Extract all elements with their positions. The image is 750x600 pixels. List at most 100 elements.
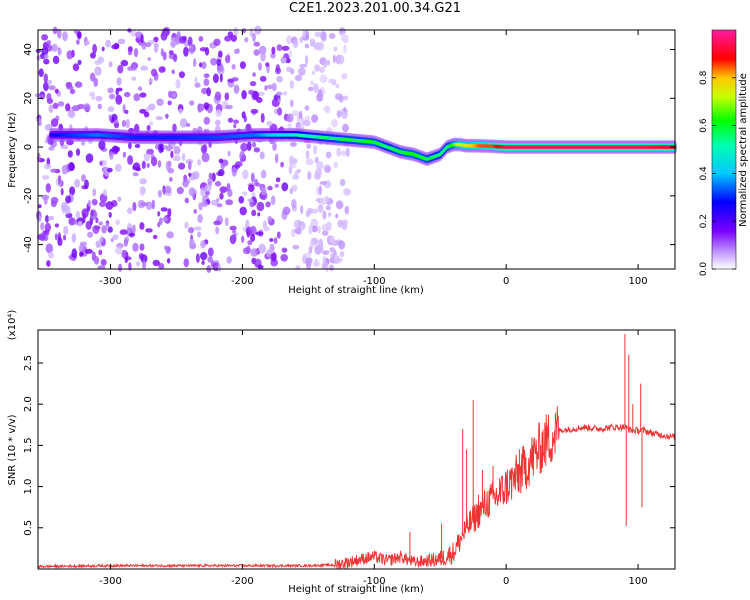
noise-speckle [188, 227, 195, 234]
noise-speckle [48, 252, 54, 259]
noise-speckle [76, 39, 80, 45]
noise-speckle [166, 258, 171, 264]
noise-speckle [57, 232, 62, 242]
noise-speckle [149, 121, 154, 126]
noise-speckle [311, 114, 319, 123]
spectrogram-y-ticks: -40 -20 0 20 40 [23, 43, 675, 253]
noise-speckle [45, 183, 51, 193]
noise-speckle [162, 51, 167, 61]
noise-speckle [57, 101, 65, 107]
noise-speckle [152, 259, 160, 267]
noise-speckle [317, 204, 324, 213]
noise-speckle [257, 212, 261, 217]
noise-speckle [329, 235, 336, 244]
noise-speckle [94, 66, 102, 76]
noise-speckle [325, 205, 331, 211]
noise-speckle [115, 88, 119, 96]
noise-speckle [304, 54, 309, 65]
noise-speckle [246, 245, 251, 255]
noise-speckle [225, 54, 231, 64]
noise-speckle [139, 108, 147, 114]
noise-speckle [224, 217, 229, 227]
noise-speckle [289, 80, 294, 89]
snr-y-ticks: 0.5 1.0 1.5 2.0 2.5 [23, 355, 675, 536]
noise-speckle [274, 183, 280, 188]
noise-speckle [77, 220, 83, 227]
noise-speckle [241, 235, 245, 243]
colorbar-tick-label: 0.8 [699, 70, 709, 85]
noise-speckle [128, 51, 133, 56]
noise-speckle [84, 179, 89, 190]
noise-speckle [138, 252, 144, 260]
noise-speckle [168, 50, 174, 56]
noise-speckle [116, 77, 122, 86]
noise-speckle [201, 87, 209, 95]
noise-speckle [318, 185, 322, 196]
noise-speckle [334, 93, 343, 101]
noise-speckle [217, 263, 222, 273]
noise-speckle [304, 115, 311, 121]
noise-speckle [166, 231, 174, 239]
y-tick-label: 2.5 [23, 355, 34, 371]
noise-speckle [313, 144, 318, 155]
noise-speckle [248, 184, 255, 192]
noise-speckle [197, 231, 202, 238]
noise-speckle [108, 211, 112, 218]
noise-speckle [101, 46, 105, 52]
snr-panel: -300 -200 -100 0 100 0.5 1.0 1.5 2.0 2.5 Height … [7, 310, 676, 595]
noise-speckle [313, 83, 318, 92]
noise-speckle [124, 109, 129, 114]
noise-speckle [71, 233, 77, 243]
noise-speckle [115, 246, 123, 255]
noise-speckle [148, 78, 154, 83]
noise-speckle [214, 91, 222, 101]
x-tick-label: 0 [503, 576, 509, 587]
noise-speckle [81, 174, 86, 182]
noise-speckle [50, 168, 58, 173]
noise-speckle [133, 47, 139, 58]
noise-speckle [260, 187, 267, 196]
noise-speckle [121, 249, 128, 259]
noise-speckle [63, 225, 69, 235]
noise-speckle [110, 237, 114, 243]
noise-speckle [99, 236, 104, 243]
noise-speckle [139, 178, 147, 185]
noise-speckle [167, 100, 172, 106]
noise-speckle [277, 107, 283, 116]
noise-speckle [84, 40, 90, 46]
noise-speckle [36, 55, 41, 61]
noise-speckle [150, 156, 158, 167]
noise-speckle [304, 252, 312, 258]
noise-speckle [107, 106, 115, 113]
noise-speckle [337, 219, 344, 228]
noise-speckle [179, 118, 188, 128]
noise-speckle [57, 28, 62, 39]
noise-speckle [97, 265, 106, 270]
noise-speckle [171, 69, 175, 75]
noise-speckle [206, 87, 211, 97]
noise-speckle [155, 116, 163, 121]
noise-speckle [275, 153, 279, 164]
noise-speckle [83, 103, 91, 112]
noise-speckle [127, 207, 133, 215]
noise-speckle [95, 240, 100, 248]
noise-speckle [80, 141, 86, 146]
noise-speckle [52, 102, 59, 109]
noise-speckle [282, 206, 291, 215]
noise-speckle [46, 260, 51, 267]
noise-speckle [319, 197, 328, 205]
noise-speckle [340, 111, 348, 120]
noise-speckle [62, 31, 68, 42]
noise-speckle [50, 196, 59, 204]
colorbar-tick-label: 0.4 [699, 166, 709, 181]
spectrogram-frame [37, 29, 676, 270]
spectrogram-ridge [48, 127, 678, 166]
noise-speckle [231, 64, 236, 70]
noise-speckle [158, 66, 166, 73]
noise-speckle [64, 205, 71, 215]
noise-speckle [207, 247, 214, 257]
noise-speckle [281, 247, 288, 253]
noise-speckle [269, 238, 274, 242]
noise-speckle [203, 116, 211, 125]
noise-speckle [253, 49, 260, 56]
